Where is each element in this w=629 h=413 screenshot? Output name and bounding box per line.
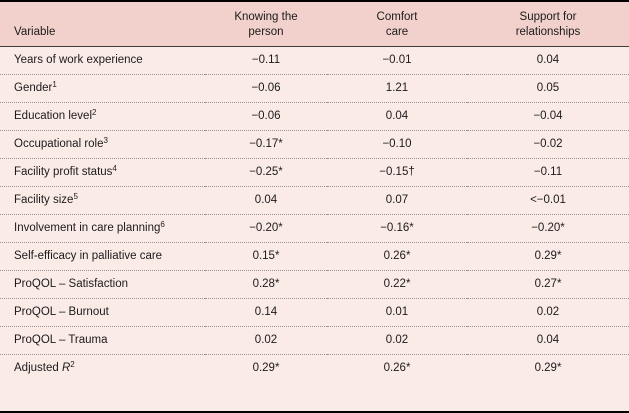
results-table: Variable Knowing the person Comfort care… [0, 2, 629, 382]
value-cell: 0.29* [467, 242, 629, 271]
table-row: Self-efficacy in palliative care 0.15* 0.2… [0, 242, 629, 271]
value-cell: −0.02 [467, 130, 629, 159]
value-cell: −0.17* [205, 130, 327, 159]
table-row: ProQOL – Burnout 0.14 0.01 0.02 [0, 298, 629, 327]
table-row: Facility size5 0.04 0.07 <−0.01 [0, 186, 629, 215]
value-cell: 0.26* [327, 242, 467, 271]
value-cell: −0.11 [251, 54, 281, 66]
variable-label: ProQOL – Burnout [0, 298, 205, 327]
value-cell: 0.14 [205, 298, 327, 327]
value-cell: −0.16* [327, 214, 467, 243]
value-cell: 0.04 [327, 102, 467, 131]
value-cell: 0.07 [327, 186, 467, 215]
table-row: Years of work experience −0.11 −0.01 0.04 [0, 47, 629, 75]
footnote-marker: 4 [112, 164, 117, 173]
value-cell: −0.01 [382, 54, 412, 66]
variable-label: Facility profit status4 [0, 158, 205, 187]
table-row: Occupational role3 −0.17* −0.10 −0.02 [0, 130, 629, 159]
footnote-marker: 6 [160, 220, 165, 229]
variable-label: Self-efficacy in palliative care [0, 242, 205, 271]
value-cell: −0.06 [205, 102, 327, 131]
value-cell: 0.04 [467, 326, 629, 355]
variable-label: Education level2 [0, 102, 205, 131]
footnote-marker: 1 [52, 80, 57, 89]
variable-label: ProQOL – Satisfaction [0, 270, 205, 299]
table-row: Gender1 −0.06 1.21 0.05 [0, 74, 629, 103]
value-cell: −0.25* [205, 158, 327, 187]
value-cell: 1.21 [327, 74, 467, 103]
value-cell: 0.04 [205, 186, 327, 215]
value-cell: 0.22* [327, 270, 467, 299]
value-cell: 0.04 [536, 54, 560, 66]
column-header-knowing-the-person: Knowing the person [205, 2, 327, 47]
footnote-marker: 2 [70, 360, 75, 369]
value-cell: <−0.01 [467, 186, 629, 215]
table-row: ProQOL – Satisfaction 0.28* 0.22* 0.27* [0, 270, 629, 299]
value-cell: 0.28* [205, 270, 327, 299]
variable-label: Occupational role3 [0, 130, 205, 159]
value-cell: −0.10 [327, 130, 467, 159]
table-row: Education level2 −0.06 0.04 −0.04 [0, 102, 629, 131]
table-row: Adjusted R2 0.29* 0.26* 0.29* [0, 354, 629, 382]
value-cell: 0.02 [205, 326, 327, 355]
header-row: Variable Knowing the person Comfort care… [0, 2, 629, 47]
value-cell: 0.27* [467, 270, 629, 299]
value-cell: 0.02 [467, 298, 629, 327]
table-header: Variable Knowing the person Comfort care… [0, 2, 629, 47]
variable-label: Involvement in care planning6 [0, 214, 205, 243]
value-cell: 0.05 [467, 74, 629, 103]
variable-label: Gender1 [0, 74, 205, 103]
value-cell: 0.29* [467, 354, 629, 382]
value-cell: −0.20* [467, 214, 629, 243]
value-cell: 0.01 [327, 298, 467, 327]
footnote-marker: 2 [92, 108, 97, 117]
value-cell: −0.11 [467, 158, 629, 187]
value-cell: 0.26* [327, 354, 467, 382]
table-row: Facility profit status4 −0.25* −0.15† −0.11 [0, 158, 629, 187]
value-cell: −0.20* [205, 214, 327, 243]
value-cell: 0.02 [327, 326, 467, 355]
value-cell: −0.06 [205, 74, 327, 103]
variable-label: ProQOL – Trauma [0, 326, 205, 355]
footnote-marker: 3 [103, 136, 108, 145]
column-header-support-for-relationships: Support for relationships [467, 2, 629, 47]
table-body: Years of work experience −0.11 −0.01 0.04 Ge… [0, 47, 629, 382]
footnote-marker: 5 [73, 192, 78, 201]
value-cell: −0.04 [467, 102, 629, 131]
variable-label: Years of work experience [14, 54, 143, 66]
table-row: Involvement in care planning6 −0.20* −0.16… [0, 214, 629, 243]
table-row: ProQOL – Trauma 0.02 0.02 0.04 [0, 326, 629, 355]
column-header-variable: Variable [0, 2, 205, 47]
value-cell: −0.15† [327, 158, 467, 187]
variable-label: Facility size5 [0, 186, 205, 215]
value-cell: 0.29* [205, 354, 327, 382]
column-header-comfort-care: Comfort care [327, 2, 467, 47]
variable-label: Adjusted R2 [0, 354, 205, 382]
value-cell: 0.15* [205, 242, 327, 271]
